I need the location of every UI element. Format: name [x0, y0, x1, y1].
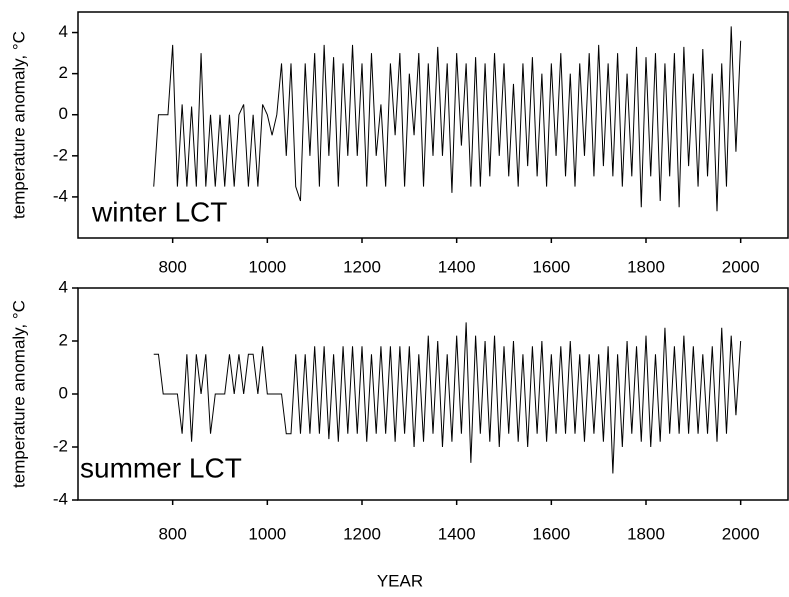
x-tick-label: 2000 [722, 524, 760, 543]
y-tick-label: 2 [59, 63, 68, 82]
y-tick-label: 0 [59, 383, 68, 402]
plot-frame [77, 11, 789, 239]
y-tick-label: -4 [53, 489, 68, 508]
x-tick-label: 1400 [438, 524, 476, 543]
x-tick-label: 1200 [343, 257, 381, 276]
panel-label: summer LCT [80, 452, 242, 483]
data-line [153, 26, 742, 212]
x-tick-label: 1800 [627, 524, 665, 543]
panel-label: winter LCT [91, 196, 227, 227]
x-tick-label: 1400 [438, 257, 476, 276]
x-tick-label: 1000 [248, 524, 286, 543]
x-tick-label: 1600 [532, 257, 570, 276]
y-tick-label: -2 [53, 436, 68, 455]
x-tick-label: 1000 [248, 257, 286, 276]
y-axis-label: temperature anomaly, °C [9, 300, 28, 488]
y-tick-label: -4 [53, 186, 68, 205]
x-tick-label: 800 [158, 524, 186, 543]
x-axis-label: YEAR [377, 571, 423, 590]
y-axis-label: temperature anomaly, °C [9, 31, 28, 219]
x-tick-label: 1200 [343, 524, 381, 543]
data-line [153, 322, 742, 474]
x-tick-label: 1600 [532, 524, 570, 543]
y-tick-label: 4 [59, 277, 68, 296]
y-tick-label: 2 [59, 330, 68, 349]
y-tick-label: 4 [59, 22, 68, 41]
x-tick-label: 800 [158, 257, 186, 276]
y-tick-label: -2 [53, 145, 68, 164]
x-tick-label: 1800 [627, 257, 665, 276]
y-tick-label: 0 [59, 104, 68, 123]
x-tick-label: 2000 [722, 257, 760, 276]
